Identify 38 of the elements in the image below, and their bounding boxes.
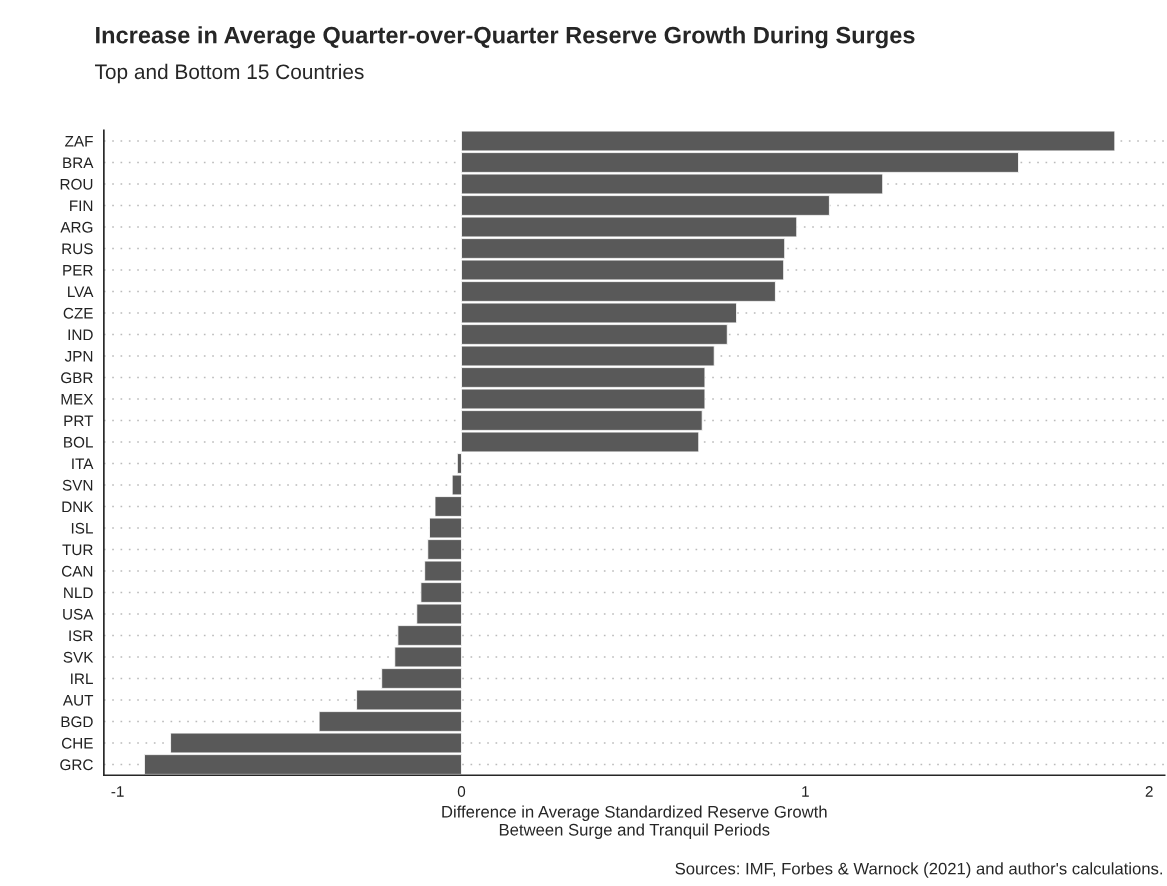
x-tick-label: 2: [1145, 786, 1153, 797]
y-tick-label: CAN: [61, 565, 93, 577]
y-tick-label: ARG: [60, 221, 93, 233]
x-tick-label: 0: [457, 786, 466, 797]
y-tick-label: GBR: [61, 372, 93, 384]
y-tick-label: BOL: [64, 436, 93, 448]
source-note: Sources: IMF, Forbes & Warnock (2021) and author's calculations.: [675, 862, 1163, 878]
y-tick-label: PRT: [64, 415, 94, 427]
y-tick-label: LVA: [68, 286, 94, 298]
y-tick-label: CHE: [61, 737, 93, 749]
y-tick-label: PER: [63, 265, 93, 276]
y-tick-label: AUT: [62, 695, 94, 706]
y-tick-label: BGD: [61, 716, 93, 728]
y-tick-label: DNK: [62, 501, 94, 513]
y-tick-label: ITA: [72, 458, 94, 470]
y-tick-label: ISR: [69, 630, 93, 642]
y-tick-label: IRL: [71, 673, 93, 685]
y-tick-label: GRC: [60, 759, 93, 771]
y-tick-label: ISL: [71, 522, 93, 534]
x-tick-label: 1: [802, 786, 809, 797]
y-tick-label: USA: [63, 608, 94, 620]
y-tick-label: FIN: [70, 200, 93, 212]
y-tick-label: IND: [68, 329, 93, 341]
y-tick-label: SVK: [63, 651, 94, 663]
y-tick-label: BRA: [63, 157, 94, 169]
x-tick-label: -1: [111, 786, 124, 797]
chart-title: Increase in Average Quarter-over-Quarter Reserve Growth During Surges: [96, 26, 915, 49]
y-tick-label: SVN: [62, 479, 93, 491]
x-axis-title: Difference in Average Standardized Reserve Growth Between Surge and Tranquil Periods: [442, 805, 827, 839]
y-tick-label: JPN: [64, 351, 93, 362]
chart-subtitle: Top and Bottom 15 Countries: [95, 63, 364, 84]
y-tick-label: ZAF: [65, 136, 93, 147]
y-tick-label: TUR: [62, 544, 93, 556]
y-tick-label: NLD: [64, 587, 93, 599]
y-tick-label: MEX: [61, 394, 94, 405]
y-tick-label: CZE: [63, 307, 93, 319]
y-tick-label: ROU: [60, 178, 93, 190]
y-tick-label: RUS: [62, 243, 93, 255]
